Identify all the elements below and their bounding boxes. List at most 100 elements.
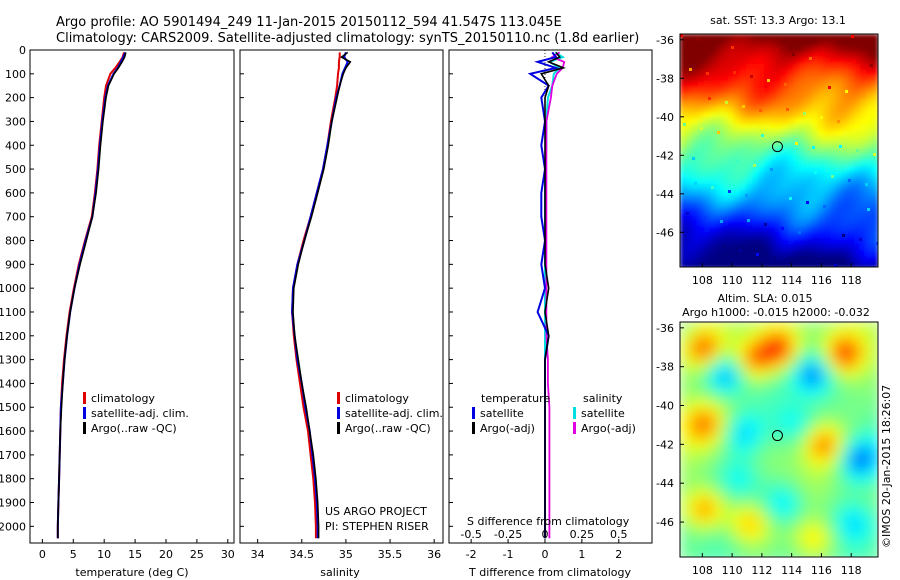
sst-cell	[734, 172, 741, 179]
sst-cell	[722, 124, 729, 131]
sla-cell	[856, 322, 865, 331]
sst-cell	[680, 130, 687, 137]
sla-cell	[864, 386, 873, 395]
sst-cell	[776, 154, 783, 161]
sst-cell	[734, 88, 741, 95]
sst-cell	[824, 82, 831, 89]
sst-speckle	[683, 123, 686, 126]
sst-cell	[740, 196, 747, 203]
sst-cell	[788, 160, 795, 167]
sst-cell	[698, 232, 705, 239]
sst-cell	[722, 220, 729, 227]
sla-cell	[688, 426, 697, 435]
sla-cell	[760, 370, 769, 379]
sst-cell	[836, 100, 843, 107]
sla-cell	[760, 426, 769, 435]
sst-cell	[698, 100, 705, 107]
sst-cell	[842, 124, 849, 131]
sla-cell	[872, 346, 878, 355]
sla-cell	[736, 466, 745, 475]
sst-cell	[686, 232, 693, 239]
sst-cell	[824, 130, 831, 137]
sst-cell	[776, 160, 783, 167]
sst-cell	[806, 52, 813, 59]
sst-cell	[704, 172, 711, 179]
sla-cell	[768, 546, 777, 555]
sla-cell	[872, 530, 878, 539]
sst-cell	[830, 130, 837, 137]
sla-cell	[776, 458, 785, 467]
sst-cell	[692, 46, 699, 53]
sst-cell	[728, 124, 735, 131]
sla-cell	[840, 346, 849, 355]
sst-cell	[860, 202, 867, 209]
sst-cell	[854, 256, 861, 263]
sla-cell	[728, 338, 737, 347]
sst-cell	[866, 190, 873, 197]
sst-cell	[734, 250, 741, 257]
sla-cell	[712, 370, 721, 379]
sst-cell	[764, 256, 771, 263]
sst-cell	[800, 76, 807, 83]
sst-cell	[728, 238, 735, 245]
sst-cell	[854, 136, 861, 143]
sst-cell	[794, 166, 801, 173]
sst-cell	[860, 52, 867, 59]
sla-cell	[736, 546, 745, 555]
sst-cell	[872, 226, 878, 233]
depth-tick-label: 1000	[0, 282, 26, 295]
sst-cell	[776, 196, 783, 203]
sst-cell	[842, 256, 849, 263]
sst-speckle	[770, 168, 773, 171]
sst-cell	[812, 196, 819, 203]
sla-cell	[784, 322, 793, 331]
sla-cell	[752, 546, 761, 555]
sst-cell	[752, 100, 759, 107]
sst-cell	[812, 190, 819, 197]
sla-cell	[776, 426, 785, 435]
sst-cell	[866, 196, 873, 203]
sst-cell	[854, 178, 861, 185]
sst-cell	[704, 52, 711, 59]
sst-cell	[716, 220, 723, 227]
sla-cell	[808, 418, 817, 427]
sst-cell	[716, 124, 723, 131]
sst-cell	[698, 226, 705, 233]
sst-cell	[734, 190, 741, 197]
sst-cell	[818, 154, 825, 161]
sst-cell	[734, 34, 741, 41]
sla-cell	[680, 362, 689, 371]
sst-cell	[764, 52, 771, 59]
legend-label-satellite: satellite-adj. clim.	[345, 407, 443, 420]
sst-cell	[686, 208, 693, 215]
sla-cell	[680, 442, 689, 451]
difference-x-tick-label: -1	[503, 548, 514, 561]
sst-cell	[788, 154, 795, 161]
sst-cell	[872, 34, 878, 41]
sst-cell	[770, 112, 777, 119]
sst-cell	[764, 46, 771, 53]
sla-cell	[688, 554, 697, 557]
sst-cell	[704, 184, 711, 191]
sst-cell	[782, 154, 789, 161]
sla-cell	[736, 418, 745, 427]
sst-cell	[782, 256, 789, 263]
sst-cell	[728, 76, 735, 83]
sla-cell	[824, 546, 833, 555]
sla-cell	[808, 370, 817, 379]
sst-cell	[812, 154, 819, 161]
sst-cell	[770, 160, 777, 167]
sst-cell	[692, 130, 699, 137]
sst-cell	[734, 64, 741, 71]
sst-cell	[836, 202, 843, 209]
sla-cell	[696, 538, 705, 547]
sst-cell	[698, 262, 705, 267]
sla-cell	[816, 474, 825, 483]
sla-cell	[832, 546, 841, 555]
sla-cell	[816, 322, 825, 331]
sst-cell	[860, 166, 867, 173]
sst-cell	[686, 88, 693, 95]
sst-cell	[758, 202, 765, 209]
sst-cell	[686, 100, 693, 107]
sla-cell	[720, 482, 729, 491]
